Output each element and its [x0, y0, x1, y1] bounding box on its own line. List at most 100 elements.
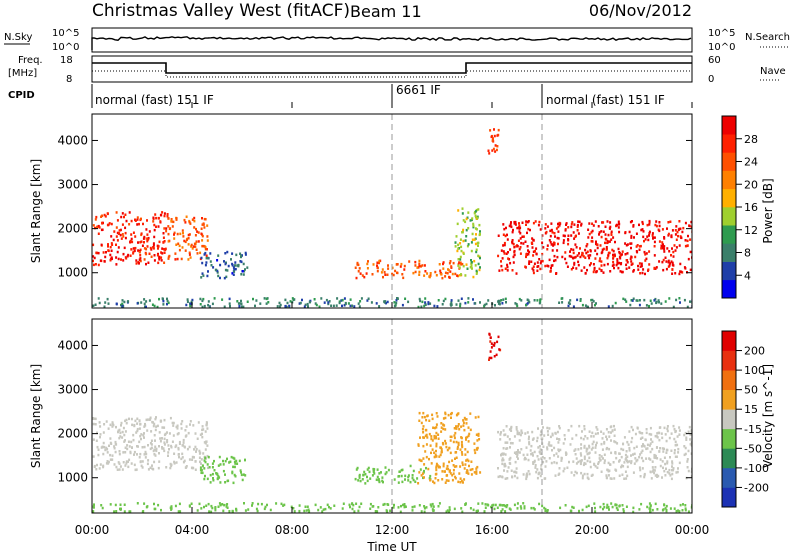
echo-cell [536, 436, 539, 440]
echo-cell [143, 502, 146, 505]
echo-cell [689, 438, 692, 441]
echo-cell [500, 264, 503, 268]
echo-cell [195, 450, 197, 453]
echo-cell [661, 436, 664, 440]
echo-cell [203, 226, 206, 229]
echo-cell [458, 428, 461, 431]
echo-cell [507, 466, 510, 469]
echo-cell [439, 269, 442, 272]
echo-cell [453, 427, 456, 430]
echo-cell [101, 214, 104, 217]
echo-cell [690, 506, 692, 509]
echo-cell [132, 433, 135, 437]
echo-cell [163, 251, 166, 254]
echo-cell [161, 252, 164, 255]
echo-cell [470, 460, 473, 463]
echo-cell [221, 298, 224, 301]
echo-cell [341, 304, 343, 308]
echo-cell [688, 224, 691, 228]
echo-cell [513, 503, 516, 507]
echo-cell [510, 429, 513, 432]
echo-cell [338, 300, 341, 303]
echo-cell [153, 259, 156, 262]
echo-cell [418, 458, 421, 462]
echo-cell [351, 507, 354, 511]
echo-cell [581, 476, 584, 480]
echo-cell [195, 227, 197, 231]
echo-cell [634, 255, 637, 259]
echo-cell [151, 303, 154, 306]
echo-cell [457, 443, 460, 447]
echo-cell [641, 228, 644, 231]
echo-cell [222, 459, 224, 463]
echo-cell [562, 241, 565, 245]
echo-cell [433, 455, 436, 459]
echo-cell [574, 470, 577, 474]
echo-cell [554, 474, 557, 477]
echo-cell [158, 255, 161, 259]
echo-cell [461, 207, 464, 210]
echo-cell [572, 460, 575, 463]
echo-cell [202, 428, 205, 431]
echo-cell [184, 429, 187, 432]
echo-cell [216, 259, 219, 262]
echo-cell [661, 460, 664, 463]
echo-cell [515, 451, 518, 454]
echo-cell [658, 224, 661, 228]
echo-cell [600, 251, 603, 255]
echo-cell [642, 459, 645, 463]
echo-cell [625, 244, 628, 247]
echo-cell [103, 423, 106, 426]
echo-cell [211, 472, 214, 476]
echo-cell [546, 446, 549, 449]
echo-cell [585, 251, 588, 255]
echo-cell [448, 262, 451, 265]
echo-cell [580, 471, 583, 475]
echo-cell [107, 427, 110, 430]
echo-cell [435, 449, 437, 453]
echo-cell [441, 276, 444, 280]
echo-cell [217, 464, 220, 467]
echo-cell [504, 267, 507, 270]
echo-cell [424, 303, 427, 306]
echo-cell [520, 429, 523, 432]
echo-cell [540, 260, 543, 263]
echo-cell [533, 299, 536, 302]
colorbar-swatch [722, 261, 736, 281]
echo-cell [231, 272, 234, 275]
echo-cell [115, 302, 118, 305]
echo-cell [152, 242, 155, 245]
echo-cell [488, 358, 490, 361]
echo-cell [329, 507, 332, 510]
echo-cell [479, 301, 481, 304]
echo-cell [549, 270, 552, 273]
echo-cell [441, 478, 444, 481]
echo-cell [125, 462, 128, 465]
echo-cell [451, 474, 454, 477]
echo-cell [649, 458, 652, 461]
echo-cell [464, 453, 467, 456]
echo-cell [239, 260, 242, 263]
echo-cell [444, 416, 447, 420]
echo-cell [176, 427, 179, 430]
echo-cell [121, 233, 124, 236]
echo-cell [318, 305, 321, 308]
echo-cell [382, 275, 384, 279]
echo-cell [188, 505, 191, 508]
echo-cell [635, 232, 638, 235]
x-tick-label: 00:00 [675, 523, 710, 537]
echo-cell [497, 254, 500, 258]
echo-cell [244, 509, 247, 512]
echo-cell [235, 253, 238, 257]
echo-cell [645, 447, 648, 451]
echo-cell [280, 502, 283, 506]
echo-cell [568, 254, 571, 258]
echo-cell [603, 453, 606, 456]
freq-series [92, 62, 692, 74]
echo-cell [684, 431, 687, 435]
echo-cell [107, 243, 109, 246]
echo-cell [391, 266, 394, 270]
echo-cell [172, 434, 175, 437]
echo-cell [600, 430, 603, 433]
echo-cell [623, 461, 626, 464]
